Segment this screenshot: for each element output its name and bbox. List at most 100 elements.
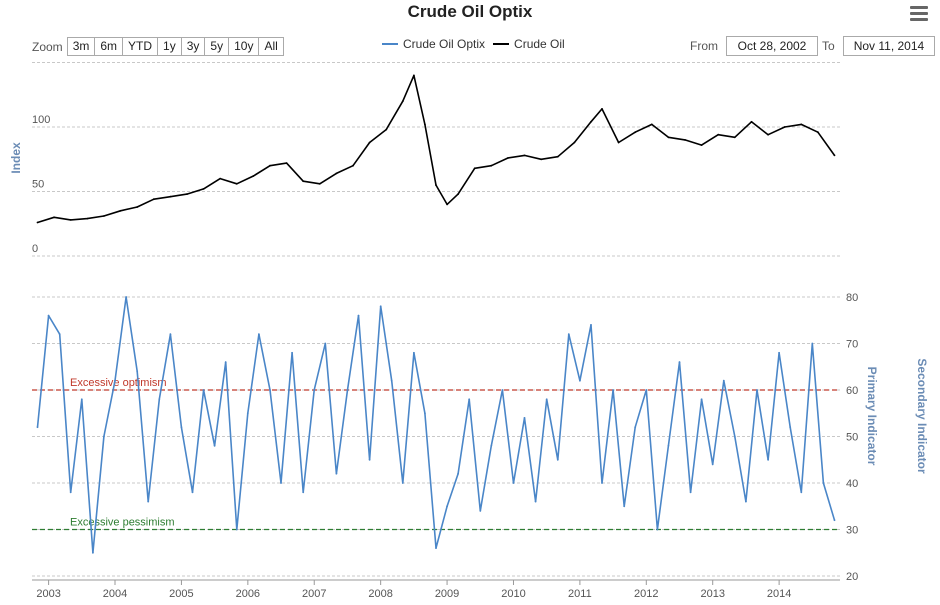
secondary-axis-title: Secondary Indicator [915, 358, 929, 474]
optix-point [778, 351, 780, 354]
optix-point [446, 505, 448, 508]
range-from: From Oct 28, 2002 [690, 36, 818, 56]
legend-item-crude[interactable]: Crude Oil [493, 37, 565, 51]
crude-oil-point [457, 193, 459, 196]
optix-point [722, 379, 725, 382]
crude-oil-point [385, 128, 388, 131]
crude-oil-point [69, 219, 72, 221]
crude-oil-point [817, 131, 819, 134]
optix-point [180, 426, 183, 429]
crude-oil-point [700, 144, 703, 147]
menu-icon[interactable] [910, 6, 928, 22]
crude-oil-point [473, 167, 476, 170]
optix-point [490, 444, 493, 447]
pessimism-label: Excessive pessimism [70, 517, 175, 529]
optimism-label: Excessive optimism [70, 377, 167, 389]
crude-oil-point [800, 123, 803, 126]
crude-oil-point [446, 203, 448, 206]
zoom-all-button[interactable]: All [258, 37, 284, 56]
optix-point [678, 361, 681, 363]
optix-point [280, 482, 282, 484]
zoom-3y-button[interactable]: 3y [180, 37, 205, 56]
optix-point [269, 389, 271, 391]
x-tick-label: 2011 [568, 588, 592, 600]
zoom-10y-button[interactable]: 10y [228, 37, 259, 56]
optix-point [612, 389, 614, 391]
optix-point [335, 472, 338, 475]
optix-point [457, 472, 459, 475]
legend-swatch-optix [382, 43, 398, 45]
optix-point [733, 435, 736, 438]
optix-point [136, 370, 139, 373]
crude-oil-point [219, 177, 222, 180]
crude-oil-point [368, 141, 371, 144]
crude-oil-point [413, 74, 415, 77]
optix-point [69, 491, 72, 494]
x-tick-label: 2007 [302, 588, 326, 600]
bottom-y-tick-label: 20 [846, 571, 858, 583]
optix-point [246, 412, 249, 415]
optix-point [645, 389, 648, 391]
optix-point [711, 463, 714, 466]
legend-label-crude: Crude Oil [514, 37, 565, 51]
optix-point [534, 500, 537, 503]
zoom-ytd-button[interactable]: YTD [122, 37, 158, 56]
top-y-tick-label: 50 [32, 179, 44, 191]
crude-oil-point [136, 206, 139, 208]
x-tick-label: 2004 [103, 588, 127, 600]
zoom-3m-button[interactable]: 3m [66, 37, 95, 56]
optix-point [590, 324, 592, 326]
crude-oil-point [490, 164, 493, 167]
crude-oil-point [86, 217, 89, 220]
crude-oil-point [750, 120, 753, 123]
x-tick-label: 2010 [501, 588, 525, 600]
zoom-5y-button[interactable]: 5y [204, 37, 229, 56]
optix-point [656, 528, 659, 531]
zoom-selector: Zoom 3m 6m YTD 1y 3y 5y 10y All [32, 37, 284, 56]
optix-point [213, 444, 216, 447]
zoom-6m-button[interactable]: 6m [94, 37, 123, 56]
optix-point [822, 482, 825, 484]
from-date-input[interactable]: Oct 28, 2002 [726, 36, 818, 56]
crude-oil-point [269, 164, 271, 167]
crude-oil-point [152, 198, 155, 201]
bottom-y-tick-label: 70 [846, 339, 858, 351]
crude-oil-point [169, 195, 172, 198]
optix-point [114, 379, 116, 382]
optix-point [756, 389, 758, 391]
bottom-y-tick-label: 80 [846, 292, 858, 304]
to-date-input[interactable]: Nov 11, 2014 [842, 36, 936, 56]
crude-oil-point [833, 154, 836, 157]
crude-oil-point [252, 175, 255, 177]
optix-point [80, 398, 83, 401]
optix-point [811, 342, 814, 345]
crude-oil-point [667, 136, 670, 139]
optix-point [103, 435, 105, 438]
crude-oil-point [302, 180, 305, 183]
optix-point [202, 389, 205, 391]
legend-item-optix[interactable]: Crude Oil Optix [382, 37, 485, 51]
optix-point [567, 333, 570, 336]
zoom-1y-button[interactable]: 1y [157, 37, 181, 56]
optix-point [634, 426, 637, 429]
optix-point [745, 500, 747, 503]
top-y-tick-label: 100 [32, 114, 50, 126]
crude-oil-point [53, 216, 55, 219]
optix-point [313, 389, 316, 391]
optix-point [169, 333, 172, 336]
optix-point [435, 547, 437, 549]
optix-point [158, 398, 161, 401]
crude-oil-point [650, 123, 653, 126]
optix-point [833, 519, 836, 522]
zoom-label: Zoom [32, 39, 63, 54]
crude-oil-point [540, 158, 543, 161]
x-tick-label: 2013 [700, 588, 724, 600]
legend-swatch-crude [493, 43, 510, 45]
crude-oil-point [335, 172, 338, 175]
crude-oil-point [285, 162, 288, 165]
bottom-y-tick-label: 30 [846, 525, 858, 537]
optix-point [579, 379, 581, 382]
x-tick-label: 2003 [36, 588, 60, 600]
from-label: From [690, 39, 718, 53]
optix-point [800, 491, 803, 494]
